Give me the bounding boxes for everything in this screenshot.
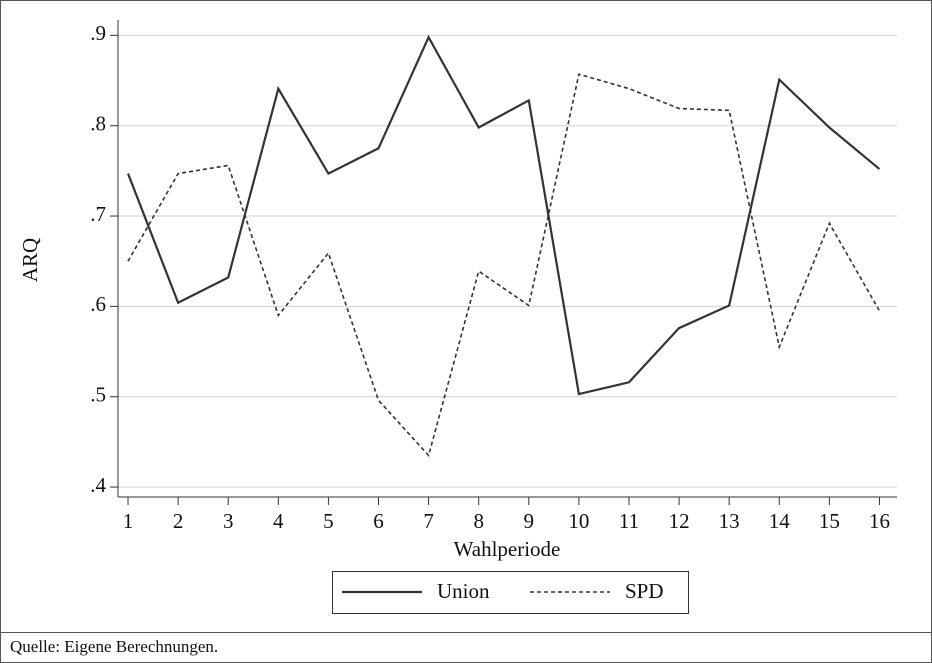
x-tick-label: 5 <box>323 509 334 533</box>
x-tick-label: 14 <box>769 509 791 533</box>
x-tick-label: 8 <box>473 509 484 533</box>
x-tick-label: 15 <box>819 509 840 533</box>
x-tick-label: 1 <box>123 509 134 533</box>
x-tick-label: 9 <box>524 509 535 533</box>
x-tick-label: 7 <box>423 509 434 533</box>
x-tick-label: 3 <box>223 509 234 533</box>
series-line <box>126 34 881 396</box>
source-note: Quelle: Eigene Berechnungen. <box>10 637 218 656</box>
x-axis-label: Wahlperiode <box>454 537 561 561</box>
y-tick-label: .5 <box>90 383 106 407</box>
x-tick-label: 2 <box>173 509 184 533</box>
y-tick-label: .9 <box>90 21 106 45</box>
x-tick-label: 12 <box>669 509 690 533</box>
y-tick-label: .8 <box>90 112 106 136</box>
legend-label: Union <box>437 579 490 603</box>
y-axis-label: ARQ <box>18 238 42 282</box>
x-tick-label: 10 <box>568 509 589 533</box>
x-tick-label: 13 <box>719 509 740 533</box>
x-tick-label: 6 <box>373 509 384 533</box>
y-tick-label: .6 <box>90 292 106 316</box>
x-tick-label: 11 <box>619 509 639 533</box>
y-tick-label: .4 <box>90 473 106 497</box>
legend-label: SPD <box>625 579 664 603</box>
x-tick-label: 16 <box>869 509 890 533</box>
x-tick-label: 4 <box>273 509 284 533</box>
series-line <box>127 73 881 458</box>
legend-box <box>332 571 689 614</box>
y-tick-label: .7 <box>90 202 106 226</box>
